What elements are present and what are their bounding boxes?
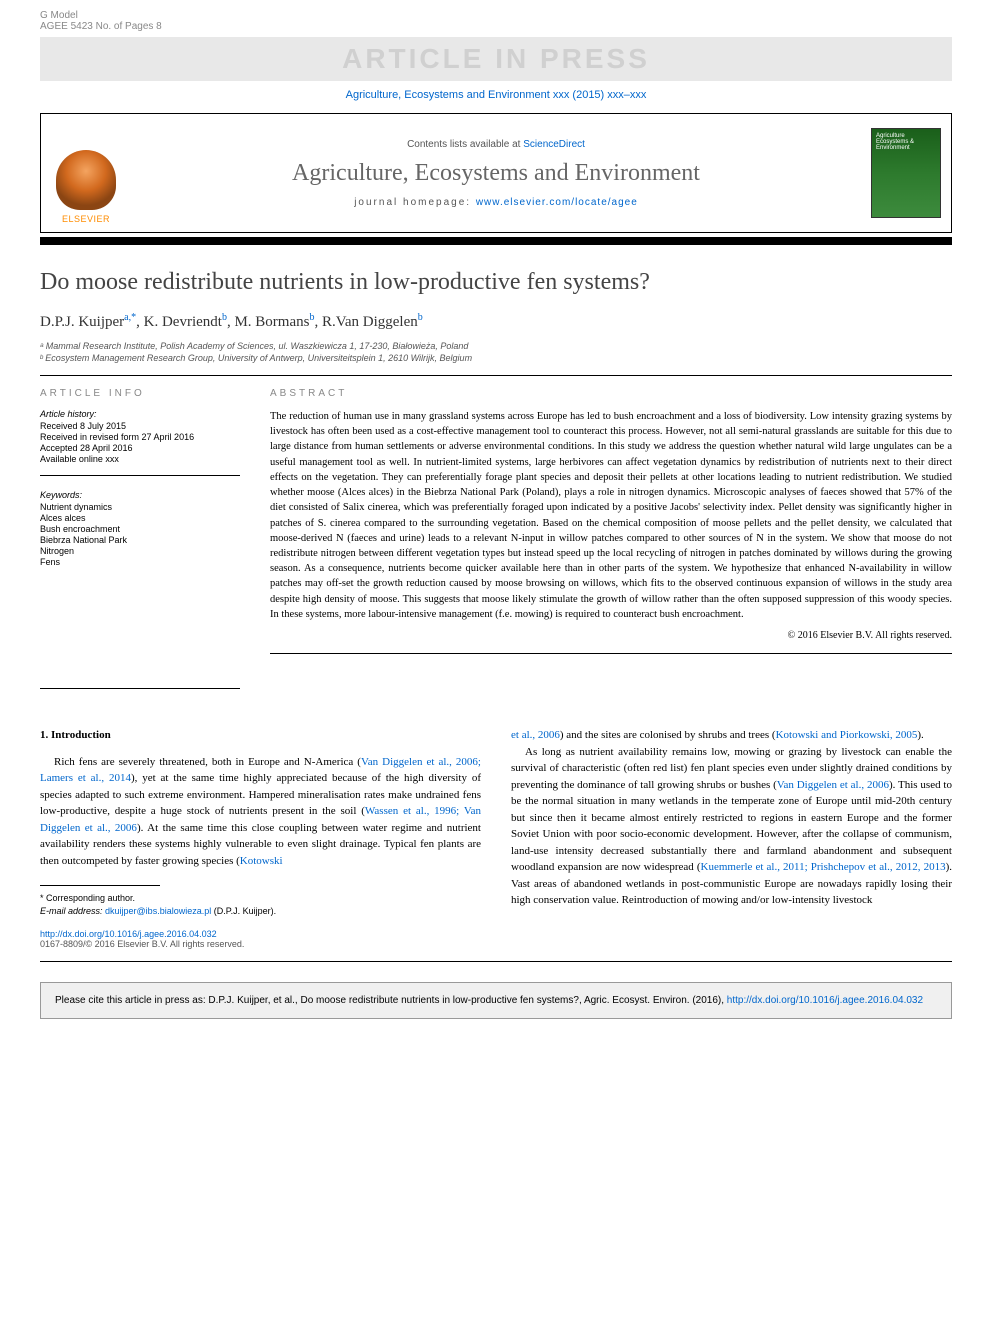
keyword: Nutrient dynamics <box>40 502 240 512</box>
article-info-heading: ARTICLE INFO <box>40 388 240 399</box>
history-title: Article history: <box>40 409 240 419</box>
cite-this-article-box: Please cite this article in press as: D.… <box>40 982 952 1019</box>
body-paragraph: et al., 2006) and the sites are colonise… <box>511 727 952 744</box>
citation-link[interactable]: Kotowski and Piorkowski, 2005 <box>776 729 918 741</box>
info-abstract-row: ARTICLE INFO Article history: Received 8… <box>40 388 952 703</box>
abstract-text: The reduction of human use in many grass… <box>270 409 952 622</box>
keyword: Bush encroachment <box>40 524 240 534</box>
citebox-text: Please cite this article in press as: D.… <box>55 995 727 1006</box>
received-date: Received 8 July 2015 <box>40 421 240 431</box>
footnote-divider <box>40 885 160 886</box>
citation-link[interactable]: Kotowski <box>240 855 283 867</box>
doi-copyright: 0167-8809/© 2016 Elsevier B.V. All right… <box>40 939 952 949</box>
authors-list: D.P.J. Kuijpera,*, K. Devriendtb, M. Bor… <box>40 312 952 331</box>
email-line: E-mail address: dkuijper@ibs.bialowieza.… <box>40 905 481 918</box>
citation-link[interactable]: et al., 2006 <box>511 729 560 741</box>
body-columns: 1. Introduction Rich fens are severely t… <box>40 727 952 917</box>
abstract-copyright: © 2016 Elsevier B.V. All rights reserved… <box>270 630 952 641</box>
citebox-doi-link[interactable]: http://dx.doi.org/10.1016/j.agee.2016.04… <box>727 995 923 1006</box>
body-text: Rich fens are severely threatened, both … <box>54 756 361 768</box>
accepted-date: Accepted 28 April 2016 <box>40 443 240 453</box>
article-title: Do moose redistribute nutrients in low-p… <box>40 269 952 296</box>
keywords-title: Keywords: <box>40 490 240 500</box>
body-paragraph: Rich fens are severely threatened, both … <box>40 754 481 870</box>
cover-text: Agriculture Ecosystems & Environment <box>876 133 914 151</box>
body-column-right: et al., 2006) and the sites are colonise… <box>511 727 952 917</box>
citation-link[interactable]: Van Diggelen et al., 2006 <box>777 779 889 791</box>
homepage-prefix: journal homepage: <box>354 197 476 208</box>
keyword: Fens <box>40 557 240 567</box>
email-suffix: (D.P.J. Kuijper). <box>211 906 276 916</box>
doi-link[interactable]: http://dx.doi.org/10.1016/j.agee.2016.04… <box>40 929 217 939</box>
sciencedirect-link[interactable]: ScienceDirect <box>523 139 585 150</box>
body-column-left: 1. Introduction Rich fens are severely t… <box>40 727 481 917</box>
article-history-block: Article history: Received 8 July 2015 Re… <box>40 409 240 476</box>
email-label: E-mail address: <box>40 906 105 916</box>
online-date: Available online xxx <box>40 454 240 464</box>
body-paragraph: As long as nutrient availability remains… <box>511 744 952 909</box>
elsevier-logo: ELSEVIER <box>41 114 131 232</box>
keyword: Alces alces <box>40 513 240 523</box>
homepage-line: journal homepage: www.elsevier.com/locat… <box>141 197 851 208</box>
abstract-column: ABSTRACT The reduction of human use in m… <box>270 388 952 703</box>
abstract-divider <box>270 653 952 654</box>
page-header: G Model AGEE 5423 No. of Pages 8 <box>0 0 992 37</box>
journal-reference: Agriculture, Ecosystems and Environment … <box>0 89 992 101</box>
keyword: Nitrogen <box>40 546 240 556</box>
journal-cover-container: Agriculture Ecosystems & Environment <box>861 114 951 232</box>
email-link[interactable]: dkuijper@ibs.bialowieza.pl <box>105 906 211 916</box>
gmodel-label: G Model <box>40 10 162 21</box>
header-center: Contents lists available at ScienceDirec… <box>131 114 861 232</box>
journal-name: Agriculture, Ecosystems and Environment <box>141 160 851 187</box>
keyword: Biebrza National Park <box>40 535 240 545</box>
affiliation-a: ᵃ Mammal Research Institute, Polish Acad… <box>40 341 952 351</box>
model-ref: AGEE 5423 No. of Pages 8 <box>40 21 162 32</box>
affiliation-b: ᵇ Ecosystem Management Research Group, U… <box>40 353 952 363</box>
body-text: ). <box>917 729 923 741</box>
divider <box>40 375 952 376</box>
corresponding-label: * Corresponding author. <box>40 892 481 905</box>
contents-prefix: Contents lists available at <box>407 139 523 150</box>
body-text: ). This used to be the normal situation … <box>511 779 952 874</box>
citation-link[interactable]: Kuemmerle et al., 2011; Prishchepov et a… <box>701 861 946 873</box>
abstract-heading: ABSTRACT <box>270 388 952 399</box>
journal-cover-icon: Agriculture Ecosystems & Environment <box>871 128 941 218</box>
article-in-press-watermark: ARTICLE IN PRESS <box>40 37 952 81</box>
corresponding-author-footnote: * Corresponding author. E-mail address: … <box>40 892 481 917</box>
introduction-heading: 1. Introduction <box>40 727 481 744</box>
keywords-block: Keywords: Nutrient dynamics Alces alces … <box>40 490 240 689</box>
revised-date: Received in revised form 27 April 2016 <box>40 432 240 442</box>
header-divider-bar <box>40 237 952 245</box>
journal-header-box: ELSEVIER Contents lists available at Sci… <box>40 113 952 233</box>
article-info-column: ARTICLE INFO Article history: Received 8… <box>40 388 240 703</box>
bottom-divider <box>40 961 952 962</box>
doi-section: http://dx.doi.org/10.1016/j.agee.2016.04… <box>40 929 952 949</box>
contents-line: Contents lists available at ScienceDirec… <box>141 139 851 150</box>
elsevier-tree-icon <box>56 150 116 210</box>
elsevier-text: ELSEVIER <box>62 214 110 224</box>
body-text: ) and the sites are colonised by shrubs … <box>560 729 776 741</box>
homepage-link[interactable]: www.elsevier.com/locate/agee <box>476 197 638 208</box>
